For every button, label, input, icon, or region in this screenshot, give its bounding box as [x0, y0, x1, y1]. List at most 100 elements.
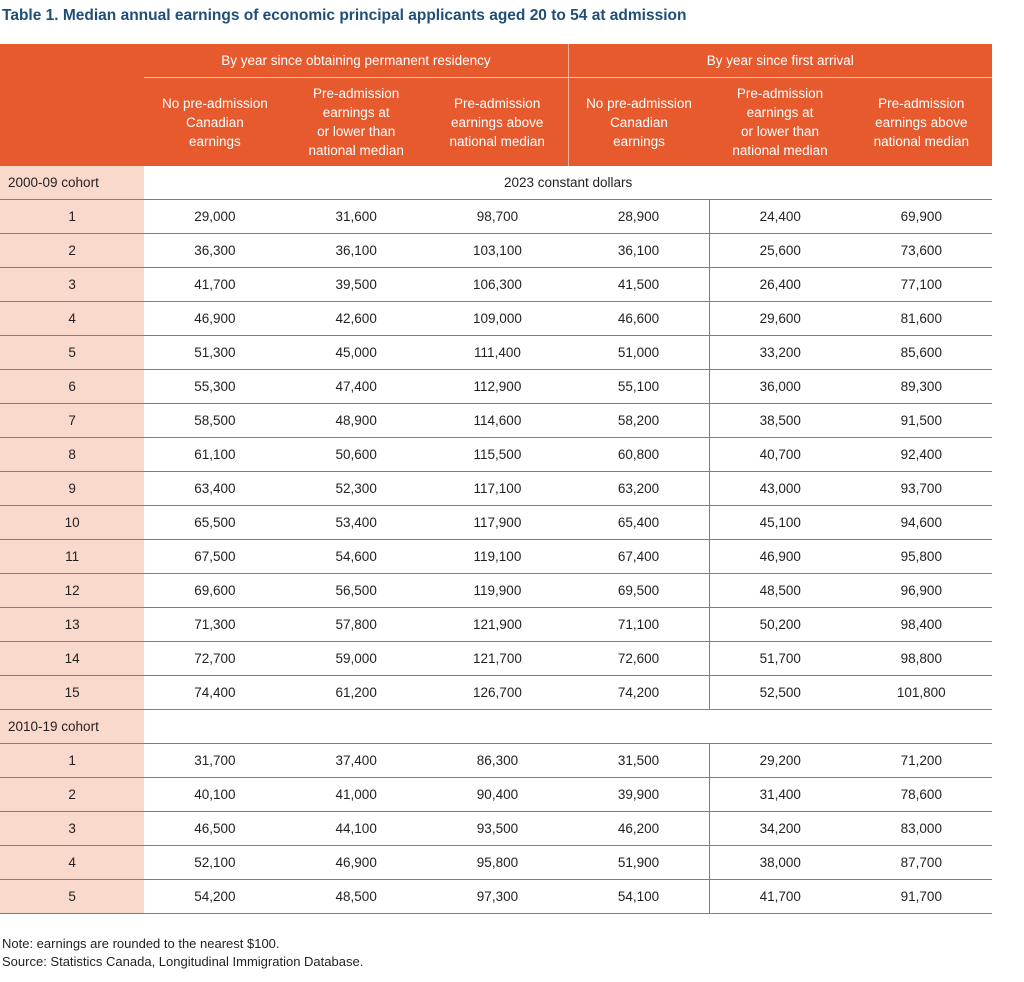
- year-label: 1: [0, 199, 145, 234]
- header-corner-lower: [0, 77, 145, 166]
- earnings-cell: 38,000: [709, 845, 851, 880]
- earnings-cell: 56,500: [285, 573, 427, 608]
- earnings-cell: 40,100: [144, 777, 286, 812]
- earnings-cell: 89,300: [850, 369, 992, 404]
- earnings-cell: 91,500: [850, 403, 992, 438]
- earnings-cell: 90,400: [426, 777, 569, 812]
- column-header-line: No pre-admission: [162, 95, 268, 111]
- earnings-cell: 63,200: [568, 471, 710, 506]
- column-header-line: earnings: [613, 133, 665, 149]
- column-header-line: earnings above: [875, 114, 968, 130]
- earnings-cell: 55,100: [568, 369, 710, 404]
- earnings-cell: 69,500: [568, 573, 710, 608]
- earnings-cell: 74,400: [144, 675, 286, 710]
- earnings-cell: 48,500: [709, 573, 851, 608]
- earnings-cell: 93,500: [426, 811, 569, 846]
- year-label: 4: [0, 301, 145, 336]
- earnings-cell: 50,200: [709, 607, 851, 642]
- earnings-cell: 74,200: [568, 675, 710, 710]
- earnings-cell: 57,800: [285, 607, 427, 642]
- earnings-cell: 31,400: [709, 777, 851, 812]
- column-header-line: earnings at: [322, 105, 390, 120]
- column-header-line: earnings above: [451, 114, 544, 130]
- table-row: 1 31,700 37,400 86,300 31,500 29,200 71,200: [0, 743, 992, 778]
- earnings-cell: 42,600: [285, 301, 427, 336]
- earnings-cell: 58,200: [568, 403, 710, 438]
- earnings-cell: 44,100: [285, 811, 427, 846]
- earnings-cell: 52,300: [285, 471, 427, 506]
- cohort-row: 2000-09 cohort 2023 constant dollars: [0, 166, 992, 200]
- group-header-first-arrival: By year since first arrival: [568, 44, 992, 78]
- earnings-cell: 119,100: [426, 539, 569, 574]
- earnings-cell: 41,700: [144, 267, 286, 302]
- earnings-cell: 103,100: [426, 233, 569, 268]
- column-header-3: Pre-admission earnings above national medi…: [426, 77, 569, 166]
- earnings-cell: 31,500: [568, 743, 710, 778]
- earnings-cell: 38,500: [709, 403, 851, 438]
- table-row: 5 54,200 48,500 97,300 54,100 41,700 91,700: [0, 879, 992, 914]
- column-header-line: national median: [732, 143, 828, 158]
- earnings-cell: 31,600: [285, 199, 427, 234]
- earnings-cell: 71,200: [850, 743, 992, 778]
- earnings-cell: 51,900: [568, 845, 710, 880]
- column-header-1: No pre-admission Canadian earnings: [144, 77, 286, 166]
- cohort-spacer: [144, 709, 992, 744]
- earnings-table: By year since obtaining permanent reside…: [0, 44, 992, 914]
- earnings-cell: 94,600: [850, 505, 992, 540]
- earnings-cell: 98,400: [850, 607, 992, 642]
- earnings-cell: 77,100: [850, 267, 992, 302]
- table-row: 13 71,300 57,800 121,900 71,100 50,200 98,400: [0, 607, 992, 642]
- earnings-cell: 41,700: [709, 879, 851, 914]
- earnings-cell: 46,500: [144, 811, 286, 846]
- table-row: 2 36,300 36,100 103,100 36,100 25,600 73,600: [0, 233, 992, 268]
- earnings-cell: 61,100: [144, 437, 286, 472]
- column-header-line: national median: [449, 133, 545, 149]
- year-label: 9: [0, 471, 145, 506]
- earnings-cell: 24,400: [709, 199, 851, 234]
- table-row: 1 29,000 31,600 98,700 28,900 24,400 69,900: [0, 199, 992, 234]
- earnings-cell: 65,500: [144, 505, 286, 540]
- earnings-cell: 101,800: [850, 675, 992, 710]
- earnings-cell: 87,700: [850, 845, 992, 880]
- earnings-cell: 117,100: [426, 471, 569, 506]
- earnings-cell: 97,300: [426, 879, 569, 914]
- column-header-line: national median: [308, 143, 404, 158]
- earnings-cell: 69,900: [850, 199, 992, 234]
- table-row: 2 40,100 41,000 90,400 39,900 31,400 78,600: [0, 777, 992, 812]
- table-row: 10 65,500 53,400 117,900 65,400 45,100 94,600: [0, 505, 992, 540]
- table-row: 7 58,500 48,900 114,600 58,200 38,500 91,500: [0, 403, 992, 438]
- year-label: 6: [0, 369, 145, 404]
- earnings-cell: 65,400: [568, 505, 710, 540]
- earnings-cell: 53,400: [285, 505, 427, 540]
- earnings-cell: 46,900: [144, 301, 286, 336]
- year-label: 4: [0, 845, 145, 880]
- table-row: 15 74,400 61,200 126,700 74,200 52,500 101,800: [0, 675, 992, 710]
- column-header-line: Pre-admission: [878, 95, 965, 111]
- earnings-cell: 29,000: [144, 199, 286, 234]
- header-corner: [0, 44, 145, 78]
- earnings-cell: 52,500: [709, 675, 851, 710]
- earnings-cell: 48,900: [285, 403, 427, 438]
- earnings-cell: 51,300: [144, 335, 286, 370]
- earnings-cell: 41,000: [285, 777, 427, 812]
- earnings-cell: 50,600: [285, 437, 427, 472]
- earnings-cell: 92,400: [850, 437, 992, 472]
- earnings-cell: 45,000: [285, 335, 427, 370]
- column-header-line: earnings at: [746, 105, 814, 120]
- earnings-cell: 51,000: [568, 335, 710, 370]
- earnings-cell: 55,300: [144, 369, 286, 404]
- table-row: 6 55,300 47,400 112,900 55,100 36,000 89,300: [0, 369, 992, 404]
- earnings-cell: 29,600: [709, 301, 851, 336]
- note-rounding: Note: earnings are rounded to the neares…: [2, 936, 280, 951]
- earnings-cell: 39,900: [568, 777, 710, 812]
- earnings-cell: 72,600: [568, 641, 710, 676]
- table-title: Table 1. Median annual earnings of econo…: [2, 7, 687, 24]
- year-label: 15: [0, 675, 145, 710]
- earnings-cell: 117,900: [426, 505, 569, 540]
- earnings-cell: 95,800: [850, 539, 992, 574]
- table-row: 4 52,100 46,900 95,800 51,900 38,000 87,700: [0, 845, 992, 880]
- column-header-6: Pre-admission earnings above national medi…: [850, 77, 992, 166]
- table-notes: Note: earnings are rounded to the neares…: [2, 935, 363, 971]
- earnings-cell: 119,900: [426, 573, 569, 608]
- earnings-cell: 58,500: [144, 403, 286, 438]
